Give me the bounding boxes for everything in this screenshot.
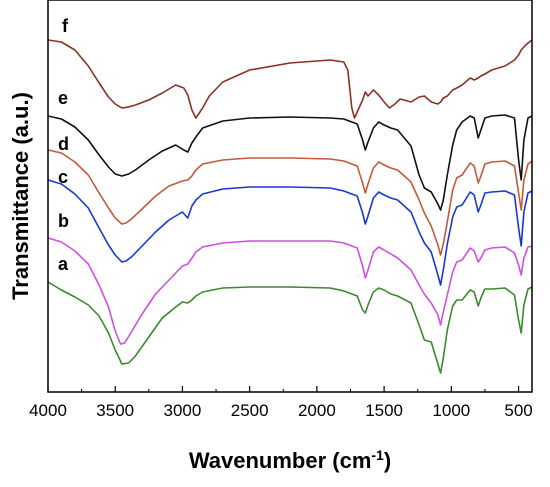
plot-frame xyxy=(47,0,533,393)
series-line-c xyxy=(47,179,533,286)
series-label-d: d xyxy=(58,134,69,154)
x-tick-label: 2000 xyxy=(298,401,336,420)
y-axis-title: Transmittance (a.u.) xyxy=(8,92,33,300)
x-tick-label: 2500 xyxy=(231,401,269,420)
series-line-d xyxy=(47,149,533,256)
x-axis-ticks: 4000 3500 3000 2500 2000 1500 1000 500 xyxy=(29,386,533,420)
series-label-c: c xyxy=(58,167,68,187)
series-line-e xyxy=(47,114,533,211)
x-tick-label: 1000 xyxy=(432,401,470,420)
x-tick-label: 1500 xyxy=(365,401,403,420)
series-label-f: f xyxy=(62,16,69,36)
series-labels: a b cd e f xyxy=(58,16,69,274)
series-line-a xyxy=(47,281,533,374)
series-line-b xyxy=(47,237,533,345)
x-tick-label: 3000 xyxy=(164,401,202,420)
x-tick-label: 3500 xyxy=(96,401,134,420)
series-label-b: b xyxy=(58,211,69,231)
series-label-e: e xyxy=(58,88,68,108)
x-tick-label: 500 xyxy=(504,401,532,420)
series-label-a: a xyxy=(58,254,69,274)
series-group xyxy=(47,39,533,374)
x-tick-label: 4000 xyxy=(29,401,67,420)
x-axis-title: Wavenumber (cm-1) xyxy=(189,447,391,473)
series-line-f xyxy=(47,39,533,119)
